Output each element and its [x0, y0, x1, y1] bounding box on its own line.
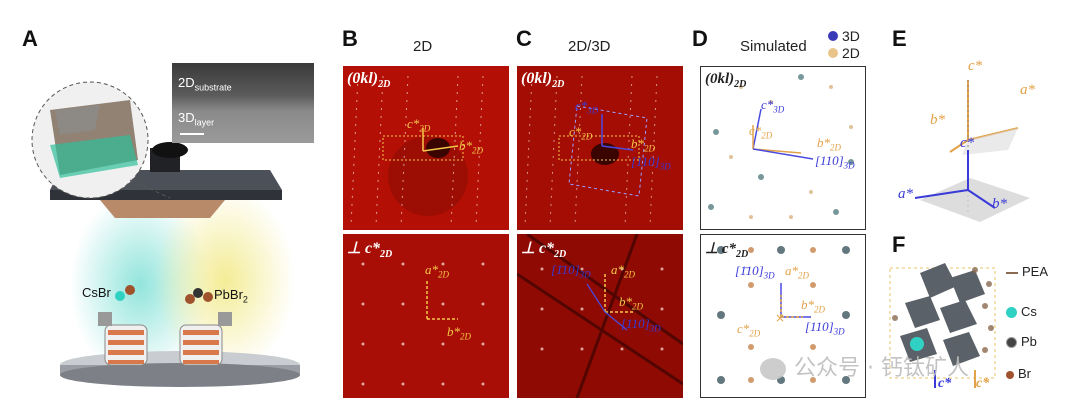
f-axis-c-blue: c* — [938, 376, 952, 391]
panel-f-label: F — [892, 232, 906, 257]
f-axis-c-orange: c* — [976, 376, 990, 391]
d-top-label: (0kl)2D — [705, 71, 747, 90]
panel-c-top-pattern: (0kl)2D c*3D c*2D b*2D [110]3D — [517, 66, 683, 230]
legend-pea: PEA — [1006, 264, 1048, 279]
d-vec-110: [110]3D — [815, 153, 855, 171]
d-vec-b2: b*2D — [801, 297, 825, 315]
tem-top-label: 2Dsubstrate — [178, 75, 232, 93]
br-swatch — [1006, 370, 1014, 379]
legend-pb: Pb — [1006, 334, 1037, 349]
diffraction-pattern-b-top — [350, 75, 484, 227]
legend-2d-dot — [828, 48, 838, 58]
b-vec-b: b*2D — [459, 138, 483, 156]
d-vec-m110: [1̄10]3D — [735, 263, 775, 281]
c-vec-b2: b*2D — [619, 294, 643, 312]
e-c-bot: c* — [960, 135, 975, 151]
c-bottom-label: ⊥ c*2D — [521, 240, 567, 261]
origin-cross: × — [775, 311, 785, 325]
tem-bottom-label: 3Dlayer — [178, 110, 215, 128]
pb-swatch — [1006, 337, 1017, 349]
c-vec-m110: [1̄10]3D — [551, 262, 591, 280]
simulated-pattern-top — [708, 74, 854, 219]
b-bottom-label: ⊥ c*2D — [347, 240, 393, 261]
e-a-bot: a* — [898, 186, 913, 202]
d-vec-110b: [110]3D — [805, 319, 845, 337]
panel-d-label: D — [692, 26, 708, 51]
panel-a-label: A — [22, 26, 38, 51]
evaporation-schematic — [31, 81, 300, 387]
b-top-label: (0kl)2D — [347, 70, 391, 91]
watermark: 公众号 · 钙钛矿人 — [760, 350, 969, 382]
cs-swatch — [1006, 307, 1017, 319]
b-vec-a: a*2D — [425, 262, 449, 280]
d-vec-c3: c*3D — [761, 97, 785, 115]
source-pbbr2-label: PbBr2 — [214, 287, 248, 305]
d-bottom-label: ⊥ c*2D — [705, 241, 749, 260]
panel-e-label: E — [892, 26, 907, 51]
c-vec-c: c*2D — [569, 124, 593, 142]
d-vec-c: c*2D — [749, 123, 773, 141]
crystal-structure — [889, 263, 996, 388]
panel-c-title: 2D/3D — [568, 38, 611, 55]
scale-bar — [180, 133, 204, 135]
tem-image: 2Dsubstrate 3Dlayer — [172, 63, 314, 143]
e-b-bot: b* — [992, 196, 1007, 212]
d-vec-c2: c*2D — [737, 321, 761, 339]
e-b-top: b* — [930, 112, 945, 128]
diffraction-pattern-c-top — [524, 75, 658, 227]
panel-b-top-pattern: (0kl)2D c*2D b*2D — [343, 66, 509, 230]
pea-swatch — [1006, 271, 1018, 274]
legend-3d-dot — [828, 31, 838, 41]
reciprocal-axes — [914, 80, 1030, 222]
e-c-top: c* — [968, 58, 983, 74]
c-vec-b: b*2D — [631, 136, 655, 154]
d-vec-a: a*2D — [785, 263, 809, 281]
diffraction-pattern-b-bottom — [361, 262, 485, 386]
legend-cs: Cs — [1006, 304, 1037, 319]
panel-d-title: Simulated — [740, 38, 807, 55]
b-vec-b2: b*2D — [447, 324, 471, 342]
d-vec-b: b*2D — [817, 135, 841, 153]
legend-3d: 3D — [828, 28, 860, 44]
c-top-label: (0kl)2D — [521, 70, 565, 91]
panel-d-bottom-sim: × ⊥ c*2D [1̄10]3D a*2D b*2D c*2D [110]3D — [700, 234, 866, 398]
panel-b-label: B — [342, 26, 358, 51]
panel-b-bottom-pattern: ⊥ c*2D a*2D b*2D — [343, 234, 509, 398]
panel-c-label: C — [516, 26, 532, 51]
e-a-top: a* — [1020, 82, 1035, 98]
wechat-icon — [760, 358, 786, 380]
simulated-pattern-bottom: × — [717, 246, 850, 384]
c-vec-c3: c*3D — [575, 98, 599, 116]
c-vec-110b: [110]3D — [621, 316, 661, 334]
source-csbr-label: CsBr — [82, 285, 111, 300]
legend-2d: 2D — [828, 45, 860, 61]
diffraction-pattern-c-bottom — [517, 234, 683, 398]
legend-br: Br — [1006, 366, 1031, 381]
panel-c-bottom-pattern: ⊥ c*2D [1̄10]3D a*2D b*2D [110]3D — [517, 234, 683, 398]
c-vec-110: [110]3D — [631, 154, 671, 172]
c-vec-a: a*2D — [611, 262, 635, 280]
b-vec-c: c*2D — [407, 116, 431, 134]
panel-d-top-sim: (0kl)2D c*3D c*2D b*2D [110]3D — [700, 66, 866, 230]
panel-b-title: 2D — [413, 38, 433, 55]
